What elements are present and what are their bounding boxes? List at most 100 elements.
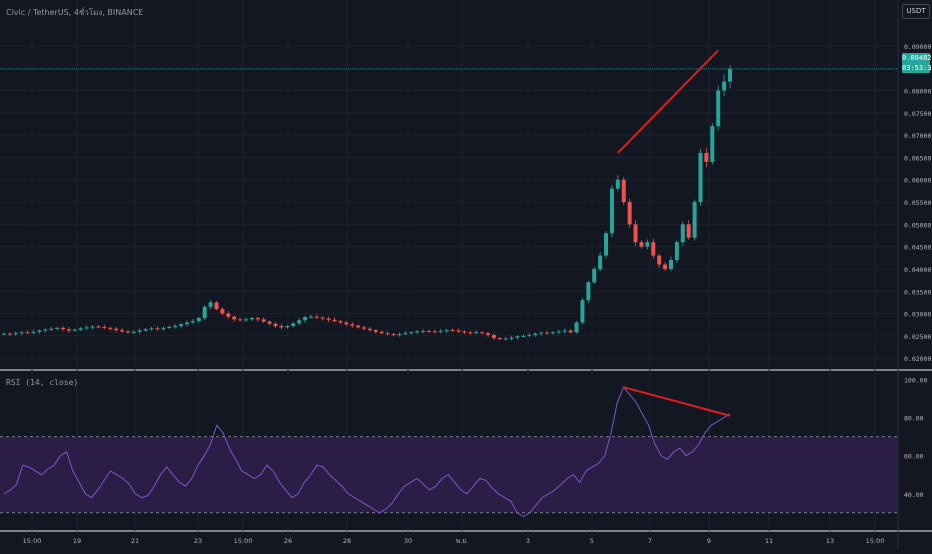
candle-body bbox=[580, 300, 585, 323]
candle-body bbox=[356, 325, 361, 328]
candle-body bbox=[521, 335, 526, 337]
candle-body bbox=[102, 326, 107, 328]
bar-countdown: 03:53:35 bbox=[902, 64, 932, 72]
candle-body bbox=[373, 330, 378, 332]
candle-body bbox=[379, 331, 384, 334]
candle-body bbox=[397, 334, 402, 336]
candle-body bbox=[385, 333, 390, 335]
rsi-trendline bbox=[623, 386, 731, 417]
rsi-indicator-label: RSI (14, close) bbox=[6, 378, 79, 387]
candle-body bbox=[249, 318, 254, 320]
candle-body bbox=[326, 318, 331, 320]
time-tick-label: 15:00 bbox=[234, 537, 253, 545]
price-tick-label: 0.05000 bbox=[904, 221, 931, 229]
candle-body bbox=[303, 317, 308, 321]
time-tick-label: 26 bbox=[284, 537, 292, 545]
price-tick-label: 0.03500 bbox=[904, 288, 931, 296]
time-tick-label: 15:00 bbox=[866, 537, 885, 545]
candle-body bbox=[432, 331, 437, 333]
candle-body bbox=[627, 202, 632, 225]
candle-body bbox=[149, 328, 154, 330]
rsi-tick-label: 100.00 bbox=[904, 377, 928, 385]
candle-body bbox=[604, 233, 609, 256]
candle-body bbox=[686, 224, 691, 238]
candle-body bbox=[131, 331, 136, 333]
candle-body bbox=[633, 224, 638, 243]
candle-body bbox=[645, 242, 650, 247]
candle-body bbox=[19, 332, 24, 334]
candle-body bbox=[161, 327, 166, 329]
candle-body bbox=[503, 338, 508, 340]
candle-body bbox=[716, 90, 721, 127]
candle-body bbox=[297, 320, 302, 324]
candle-body bbox=[167, 326, 172, 328]
currency-button[interactable]: USDT bbox=[902, 4, 930, 19]
candle-body bbox=[468, 332, 473, 334]
price-tick-label: 0.04000 bbox=[904, 266, 931, 274]
candle-body bbox=[226, 313, 231, 317]
candle-body bbox=[586, 282, 591, 301]
candle-body bbox=[550, 332, 555, 334]
candle-body bbox=[220, 309, 225, 314]
candle-body bbox=[486, 333, 490, 335]
candle-body bbox=[497, 338, 502, 340]
candle-body bbox=[238, 319, 243, 321]
price-tick-label: 0.05500 bbox=[904, 199, 931, 207]
price-tick-label: 0.04500 bbox=[904, 244, 931, 252]
candle-body bbox=[509, 337, 514, 339]
candle-body bbox=[728, 69, 732, 82]
time-tick-label: 30 bbox=[404, 537, 412, 545]
candle-body bbox=[320, 317, 325, 319]
rsi-tick-label: 80.00 bbox=[904, 415, 924, 423]
candle-body bbox=[114, 328, 119, 331]
candle-body bbox=[279, 326, 284, 328]
candle-body bbox=[438, 330, 443, 332]
candle-body bbox=[173, 326, 178, 328]
candle-body bbox=[190, 321, 195, 323]
candle-body bbox=[462, 331, 467, 333]
time-tick-label: พ.ย. bbox=[456, 537, 468, 545]
candle-body bbox=[308, 316, 313, 318]
candle-body bbox=[598, 255, 603, 269]
time-tick-label: 23 bbox=[194, 537, 202, 545]
rsi-line bbox=[3, 386, 731, 518]
candle-body bbox=[491, 334, 496, 339]
candle-body bbox=[196, 318, 201, 322]
candle-body bbox=[155, 328, 160, 330]
candle-body bbox=[539, 332, 544, 334]
candle-body bbox=[49, 328, 54, 330]
candle-body bbox=[556, 331, 561, 333]
price-trendline bbox=[617, 49, 719, 154]
candle-body bbox=[674, 242, 679, 261]
candle-body bbox=[527, 334, 532, 336]
candle-body bbox=[232, 316, 237, 320]
candle-body bbox=[214, 302, 219, 310]
price-tick-label: 0.08000 bbox=[904, 87, 931, 95]
candle-body bbox=[663, 264, 668, 269]
candle-body bbox=[78, 328, 83, 330]
candle-body bbox=[37, 330, 42, 332]
price-tick-label: 0.07000 bbox=[904, 132, 931, 140]
candle-body bbox=[651, 242, 656, 256]
candle-body bbox=[125, 331, 130, 333]
candle-body bbox=[444, 330, 449, 332]
time-tick-label: 7 bbox=[648, 537, 652, 545]
candle-body bbox=[55, 327, 60, 329]
time-tick-label: 19 bbox=[73, 537, 81, 545]
candle-body bbox=[244, 319, 248, 321]
candle-body bbox=[680, 224, 685, 243]
candle-body bbox=[562, 330, 567, 332]
price-tick-label: 0.02500 bbox=[904, 333, 931, 341]
time-tick-label: 28 bbox=[343, 537, 351, 545]
price-tick-label: 0.09000 bbox=[904, 43, 931, 51]
candle-body bbox=[426, 330, 431, 332]
candle-body bbox=[480, 332, 485, 334]
candle-body bbox=[184, 322, 189, 325]
candle-body bbox=[692, 202, 697, 238]
candle-body bbox=[621, 179, 626, 203]
candle-body bbox=[415, 331, 420, 333]
candle-body bbox=[615, 179, 620, 189]
price-tick-label: 0.03000 bbox=[904, 311, 931, 319]
